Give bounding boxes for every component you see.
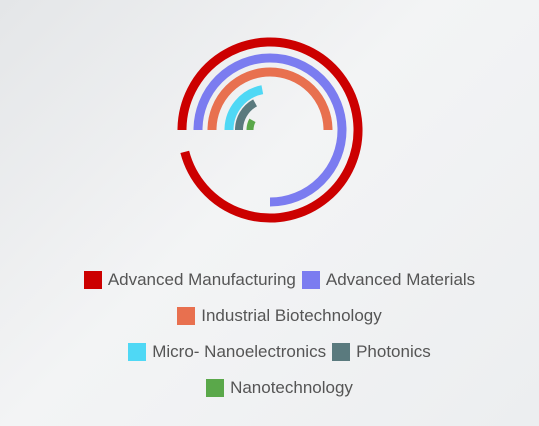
legend-label: Advanced Manufacturing [108, 270, 296, 290]
legend-label: Nanotechnology [230, 378, 353, 398]
radial-bar [250, 120, 252, 130]
legend-item: Advanced Materials [302, 270, 475, 290]
legend-swatch [332, 343, 350, 361]
radial-bar [198, 58, 342, 202]
legend-swatch [206, 379, 224, 397]
chart: Advanced Manufacturing Advanced Materials… [0, 0, 539, 426]
legend-swatch [84, 271, 102, 289]
legend-row: Advanced Manufacturing Advanced Materials [20, 262, 539, 298]
legend-row: Nanotechnology [20, 370, 539, 406]
legend-label: Photonics [356, 342, 431, 362]
legend: Advanced Manufacturing Advanced Materials… [20, 262, 539, 406]
legend-swatch [302, 271, 320, 289]
legend-label: Industrial Biotechnology [201, 306, 382, 326]
legend-item: Micro- Nanoelectronics [128, 342, 326, 362]
legend-swatch [177, 307, 195, 325]
legend-item: Nanotechnology [206, 378, 353, 398]
legend-swatch [128, 343, 146, 361]
legend-item: Photonics [332, 342, 431, 362]
plot [0, 0, 539, 260]
legend-row: Micro- Nanoelectronics Photonics [20, 334, 539, 370]
legend-row: Industrial Biotechnology [20, 298, 539, 334]
legend-label: Advanced Materials [326, 270, 475, 290]
legend-label: Micro- Nanoelectronics [152, 342, 326, 362]
legend-item: Advanced Manufacturing [84, 270, 296, 290]
legend-item: Industrial Biotechnology [177, 306, 382, 326]
